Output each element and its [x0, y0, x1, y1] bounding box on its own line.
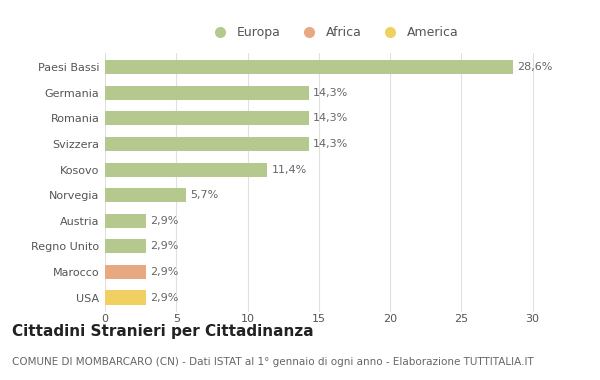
Text: 2,9%: 2,9%	[151, 241, 179, 251]
Text: 28,6%: 28,6%	[517, 62, 552, 72]
Text: 2,9%: 2,9%	[151, 293, 179, 302]
Text: 11,4%: 11,4%	[272, 165, 307, 174]
Text: 5,7%: 5,7%	[191, 190, 219, 200]
Bar	[105, 188, 186, 202]
Text: 14,3%: 14,3%	[313, 114, 348, 124]
Bar	[105, 290, 146, 304]
Bar	[105, 86, 309, 100]
Bar	[105, 111, 309, 125]
Bar	[105, 137, 309, 151]
Text: COMUNE DI MOMBARCARO (CN) - Dati ISTAT al 1° gennaio di ogni anno - Elaborazione: COMUNE DI MOMBARCARO (CN) - Dati ISTAT a…	[12, 357, 534, 367]
Text: Cittadini Stranieri per Cittadinanza: Cittadini Stranieri per Cittadinanza	[12, 324, 314, 339]
Legend: Europa, Africa, America: Europa, Africa, America	[205, 24, 461, 42]
Text: 2,9%: 2,9%	[151, 267, 179, 277]
Text: 14,3%: 14,3%	[313, 88, 348, 98]
Bar	[105, 163, 268, 177]
Bar	[105, 265, 146, 279]
Bar	[105, 214, 146, 228]
Bar	[105, 239, 146, 253]
Bar	[105, 60, 512, 74]
Text: 2,9%: 2,9%	[151, 216, 179, 226]
Text: 14,3%: 14,3%	[313, 139, 348, 149]
